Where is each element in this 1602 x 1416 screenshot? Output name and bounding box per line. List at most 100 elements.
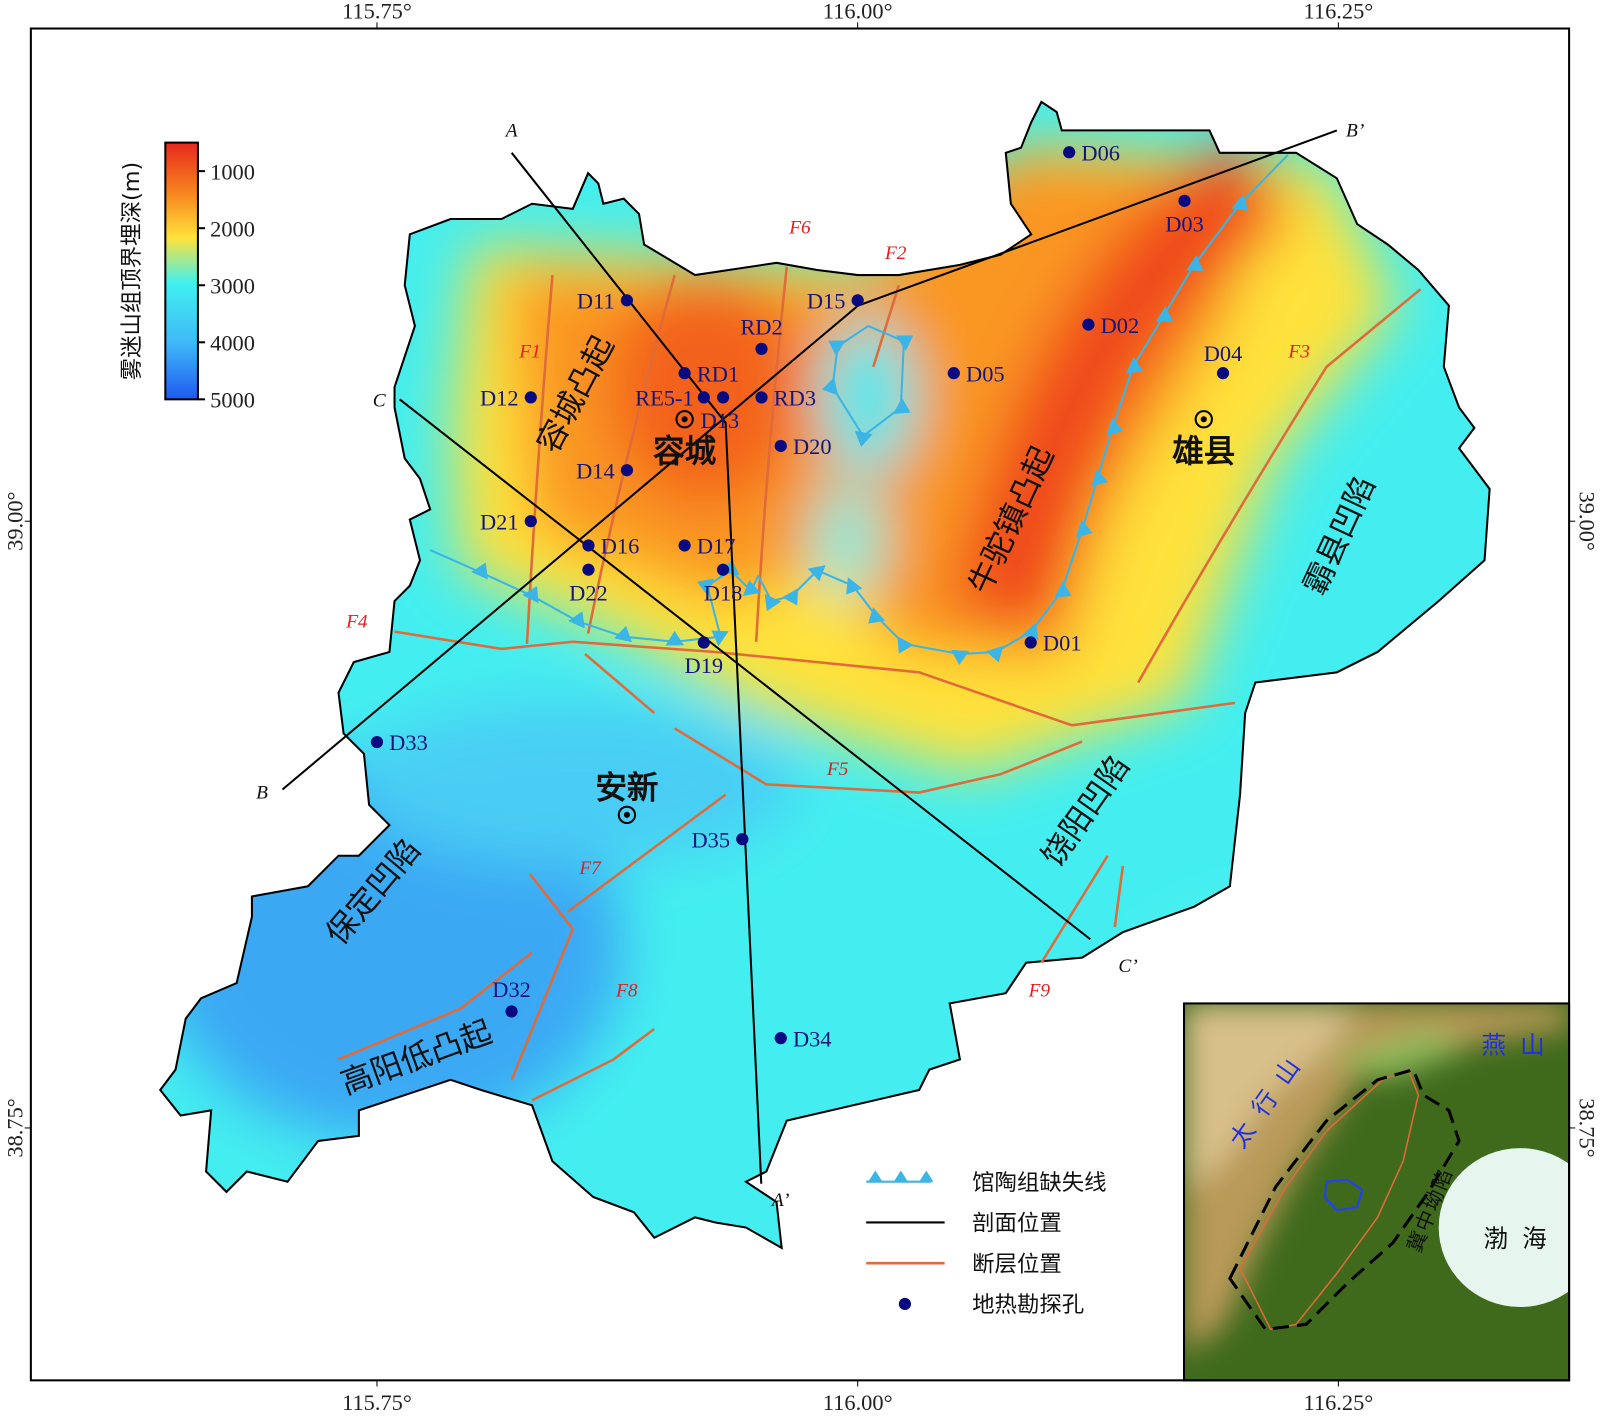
geothermal-well bbox=[736, 833, 749, 846]
geothermal-well bbox=[774, 1032, 787, 1045]
colorbar-tick-label: 5000 bbox=[210, 387, 255, 412]
geothermal-well bbox=[947, 367, 960, 380]
city-symbol bbox=[675, 410, 694, 429]
inset-label: 燕山 bbox=[1482, 1030, 1559, 1059]
well-label: D13 bbox=[701, 408, 740, 433]
well-label: D20 bbox=[793, 434, 832, 459]
well-label: D01 bbox=[1043, 631, 1082, 656]
geothermal-well bbox=[755, 391, 768, 404]
well-label: RE5-1 bbox=[635, 386, 694, 411]
fault-label: F8 bbox=[615, 980, 638, 1001]
fault-label: F9 bbox=[1028, 980, 1051, 1001]
well-label: D32 bbox=[492, 977, 531, 1002]
fault-label: F1 bbox=[518, 342, 541, 363]
geothermal-well bbox=[524, 391, 537, 404]
inset-label: 渤海 bbox=[1484, 1224, 1561, 1253]
geothermal-well bbox=[582, 539, 595, 552]
x-tick-label: 115.75° bbox=[342, 1390, 412, 1415]
fault-label: F5 bbox=[826, 759, 849, 780]
colorbar-tick-label: 3000 bbox=[210, 273, 255, 298]
well-label: D04 bbox=[1204, 341, 1243, 366]
fault-label: F2 bbox=[884, 243, 907, 264]
geothermal-well bbox=[678, 539, 691, 552]
legend-label: 剖面位置 bbox=[972, 1211, 1062, 1237]
section-label: B’ bbox=[1346, 121, 1364, 142]
y-tick-label: 39.00° bbox=[3, 492, 28, 551]
well-label: RD2 bbox=[740, 315, 782, 340]
x-tick-label: 116.25° bbox=[1303, 1390, 1373, 1415]
well-label: D21 bbox=[480, 509, 519, 534]
geothermal-well bbox=[716, 391, 730, 404]
fault-label: F3 bbox=[1287, 342, 1310, 363]
well-label: RD3 bbox=[774, 386, 816, 411]
y-tick-label: 39.00° bbox=[1574, 492, 1599, 551]
geothermal-well bbox=[1063, 146, 1076, 159]
well-label: D14 bbox=[576, 458, 615, 483]
section-label: C’ bbox=[1118, 956, 1137, 977]
city-label: 雄县 bbox=[1172, 434, 1235, 470]
colorbar-tick-label: 2000 bbox=[210, 216, 255, 241]
geothermal-well bbox=[851, 294, 864, 307]
city-symbol bbox=[1194, 410, 1213, 429]
well-label: D16 bbox=[601, 534, 640, 559]
section-lines bbox=[281, 129, 1338, 1184]
fault-label: F4 bbox=[345, 612, 368, 633]
geothermal-well bbox=[716, 563, 730, 576]
legend: 馆陶组缺失线 剖面位置 断层位置 地热勘探孔 bbox=[866, 1170, 1107, 1318]
section-label: A bbox=[504, 121, 518, 142]
well-label: D17 bbox=[697, 534, 736, 559]
well-label: D03 bbox=[1165, 211, 1204, 236]
y-tick-label: 38.75° bbox=[3, 1098, 28, 1157]
legend-label: 地热勘探孔 bbox=[972, 1292, 1084, 1318]
well-label: D33 bbox=[389, 730, 428, 755]
geothermal-well bbox=[755, 342, 768, 355]
geothermal-well bbox=[697, 391, 710, 404]
city-label: 容城 bbox=[653, 434, 717, 470]
well-label: RD1 bbox=[697, 361, 739, 386]
x-tick-label: 116.00° bbox=[823, 0, 893, 23]
well-label: D11 bbox=[577, 288, 615, 313]
legend-label: 断层位置 bbox=[972, 1251, 1062, 1277]
fault-label: F6 bbox=[788, 217, 811, 238]
missing-line bbox=[429, 154, 1289, 665]
colorbar-tick-label: 4000 bbox=[210, 330, 255, 355]
city-symbol bbox=[623, 811, 630, 818]
colorbar-tick-label: 1000 bbox=[210, 159, 255, 184]
well-label: D18 bbox=[704, 580, 743, 605]
well-label: D19 bbox=[685, 653, 724, 678]
inset-map bbox=[1184, 1003, 1570, 1381]
geothermal-well bbox=[1178, 194, 1191, 207]
city-symbol bbox=[681, 416, 688, 423]
geothermal-well bbox=[774, 439, 787, 453]
well-label: D22 bbox=[569, 580, 608, 605]
x-tick-label: 116.00° bbox=[823, 1390, 893, 1415]
geothermal-well bbox=[678, 367, 691, 380]
faults bbox=[338, 266, 1422, 1102]
well-label: D05 bbox=[966, 361, 1005, 386]
geothermal-well bbox=[1216, 367, 1230, 380]
well-label: D15 bbox=[807, 288, 846, 313]
geothermal-well bbox=[620, 464, 634, 477]
geothermal-well bbox=[620, 294, 634, 307]
geothermal-well bbox=[524, 515, 537, 528]
geothermal-well bbox=[1024, 636, 1037, 649]
city-symbol bbox=[1200, 416, 1207, 423]
well-label: D35 bbox=[691, 827, 730, 852]
y-tick-label: 38.75° bbox=[1574, 1098, 1599, 1157]
map-frame bbox=[29, 27, 1571, 1382]
well-label: D02 bbox=[1101, 313, 1140, 338]
geothermal-well bbox=[1082, 318, 1095, 331]
city-symbol bbox=[617, 805, 637, 825]
geothermal-well bbox=[505, 1005, 518, 1018]
x-tick-label: 116.25° bbox=[1303, 0, 1373, 23]
geothermal-well bbox=[582, 563, 595, 576]
legend-symbol bbox=[868, 1170, 934, 1182]
section-label: B bbox=[256, 783, 268, 804]
fault-label: F7 bbox=[578, 858, 602, 879]
city-label: 安新 bbox=[595, 771, 658, 807]
section-label: C bbox=[373, 390, 387, 411]
geothermal-well bbox=[370, 735, 384, 749]
colorbar bbox=[164, 141, 199, 401]
well-label: D12 bbox=[480, 386, 519, 411]
x-tick-label: 115.75° bbox=[342, 0, 412, 23]
